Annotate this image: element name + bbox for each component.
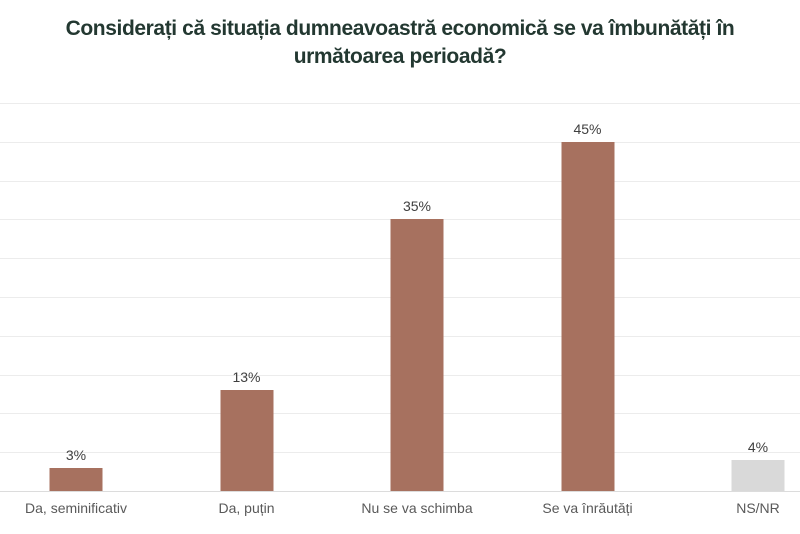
gridline bbox=[0, 141, 800, 143]
bar-value-label: 3% bbox=[65, 446, 87, 463]
bar-value-label: 45% bbox=[573, 120, 602, 137]
bar bbox=[49, 467, 103, 491]
bar-column: 13% Da, puțin bbox=[162, 103, 332, 516]
bar-value-label: 35% bbox=[402, 198, 432, 215]
x-axis-label: Da, puțin bbox=[218, 500, 275, 516]
bar-value-label: 4% bbox=[747, 438, 769, 455]
gridline bbox=[0, 180, 800, 182]
x-axis-label: Nu se va schimba bbox=[361, 500, 473, 516]
plot-area: 3% Da, seminificativ 13% Da, puțin 35% Nu se … bbox=[0, 103, 800, 516]
x-axis-line bbox=[0, 491, 800, 492]
x-axis-label: NS/NR bbox=[736, 500, 780, 516]
bar bbox=[390, 219, 444, 491]
bar bbox=[220, 390, 273, 491]
bar-column: 3% Da, seminificativ bbox=[0, 103, 161, 516]
chart-title-line2: următoarea perioadă? bbox=[293, 45, 507, 68]
bar-column: 45% Se va înrăutăți bbox=[503, 103, 673, 516]
bar bbox=[561, 141, 614, 491]
bar bbox=[731, 459, 785, 491]
chart-title: Considerați că situația dumneavoastră ec… bbox=[0, 15, 800, 71]
bar-column: 4% NS/NR bbox=[673, 103, 800, 516]
gridline bbox=[0, 103, 800, 104]
chart-title-line1: Considerați că situația dumneavoastră ec… bbox=[65, 17, 735, 40]
bar-column: 35% Nu se va schimba bbox=[332, 103, 502, 516]
x-axis-label: Da, seminificativ bbox=[25, 500, 127, 516]
x-axis-label: Se va înrăutăți bbox=[542, 500, 633, 516]
bar-value-label: 13% bbox=[232, 369, 261, 386]
